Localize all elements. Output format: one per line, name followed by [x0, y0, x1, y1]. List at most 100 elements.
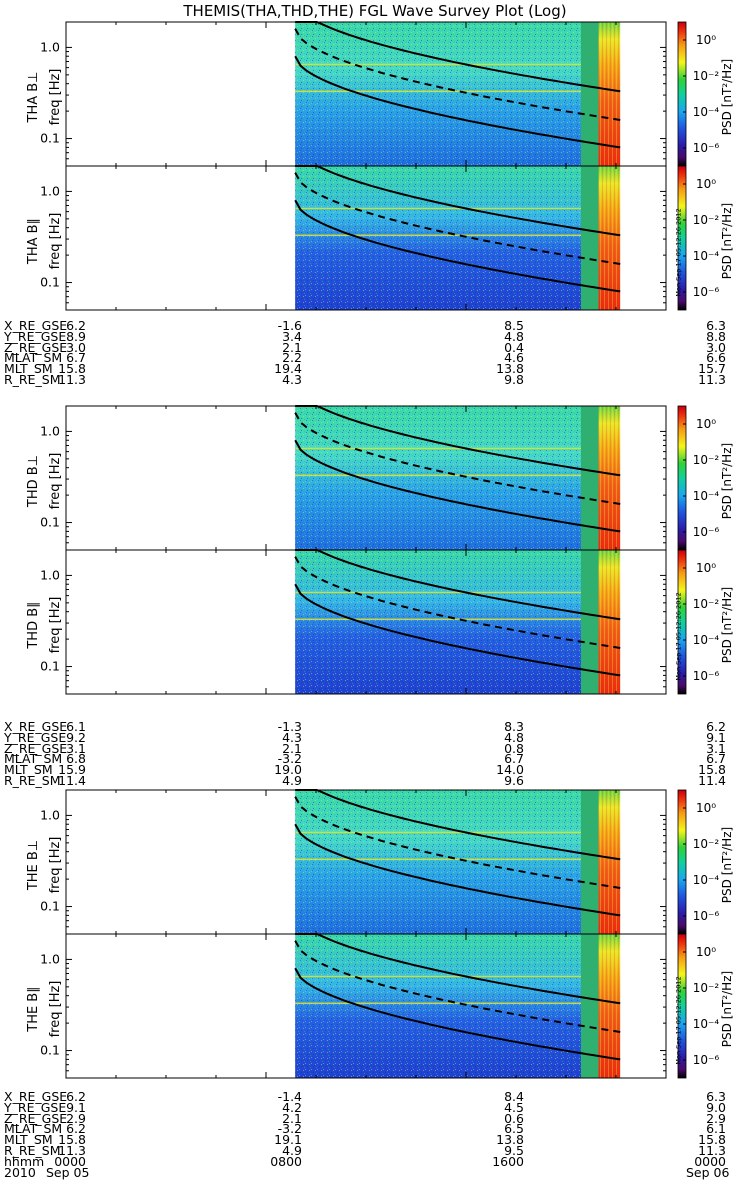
ephemeris-value: 11.3 — [58, 371, 86, 387]
ephemeris-name: R_RE_SM — [4, 1142, 61, 1158]
colorbar-tick-label: 10⁻⁶ — [693, 909, 720, 923]
ephemeris-name: MLAT_SM — [4, 1121, 63, 1137]
colorbar-label: PSD [nT²/Hz] — [720, 202, 734, 280]
ephemeris-value: 8.8 — [706, 328, 726, 344]
ephemeris-row: MLT_SM 15.9 19.0 14.0 15.8 — [0, 762, 750, 778]
ephemeris-value: 6.5 — [504, 1121, 524, 1137]
ephemeris-value: 11.3 — [698, 1142, 726, 1158]
ephemeris-value: 8.5 — [504, 318, 524, 333]
ephemeris-row: Z_RE_GSE 3.0 2.1 0.4 3.0 — [0, 339, 750, 355]
ephemeris-value: 3.4 — [282, 328, 302, 344]
panel-label: THD B⊥ — [26, 454, 41, 508]
y-tick-label: 1.0 — [40, 423, 60, 438]
ephemeris-name: X_RE_GSE — [4, 318, 68, 333]
panel-ylabel: freq [Hz] — [48, 980, 63, 1038]
gyrofrequency-curve — [294, 583, 621, 677]
gyrofrequency-curve — [294, 439, 621, 533]
ephemeris-value: 6.3 — [706, 318, 726, 333]
ephemeris-table: X_RE_GSE 6.2 -1.4 8.4 6.3 Y_RE_GSE 9.1 4.2 4.5 9… — [0, 1089, 750, 1180]
date-end-label: Sep 06 — [686, 1164, 730, 1180]
y-tick-label: 0.1 — [40, 275, 60, 290]
colorbar-tick-label: 10⁰ — [696, 417, 716, 431]
ephemeris-value: 2.9 — [706, 1110, 726, 1126]
ephemeris-value: 19.1 — [274, 1132, 302, 1148]
ephemeris-row: X_RE_GSE 6.2 -1.6 8.5 6.3 — [0, 318, 750, 333]
ephemeris-value: 6.7 — [504, 751, 524, 767]
ephemeris-value: 4.9 — [282, 1142, 302, 1158]
colorbar-tick-label: 10⁰ — [696, 945, 716, 959]
panel-label: THD B∥ — [26, 601, 41, 649]
ephemeris-name: MLT_SM — [4, 762, 53, 778]
ephemeris-value: 11.3 — [698, 371, 726, 387]
time-tick-label: 0800 — [270, 1153, 302, 1169]
ephemeris-value: 4.6 — [504, 350, 524, 366]
ephemeris-value: 9.1 — [706, 729, 726, 745]
psd-transition — [581, 934, 599, 1078]
colorbar-tick-label: 10⁻⁴ — [693, 489, 720, 503]
colorbar — [677, 165, 687, 311]
ephemeris-value: 3.0 — [66, 339, 86, 355]
ephemeris-value: 9.2 — [66, 729, 86, 745]
colorbar — [677, 405, 687, 551]
ephemeris-value: 6.2 — [66, 1089, 86, 1104]
y-tick-label: 1.0 — [40, 183, 60, 198]
ephemeris-row: MLAT_SM 6.2 -3.2 6.5 6.1 — [0, 1121, 750, 1137]
y-tick-label: 0.1 — [40, 131, 60, 146]
ephemeris-value: 13.8 — [496, 361, 524, 377]
ephemeris-value: 2.1 — [282, 740, 302, 756]
plot-timestamp: Mon Sep 17 05:12:26 2012 — [674, 976, 683, 1065]
colorbar-tick-label: 10⁻⁶ — [693, 1053, 720, 1067]
plot-timestamp: Mon Sep 17 05:12:26 2012 — [674, 208, 683, 297]
ephemeris-name: Y_RE_GSE — [4, 729, 67, 745]
ephemeris-value: 4.3 — [282, 729, 302, 745]
ephemeris-value: 6.2 — [66, 318, 86, 333]
ephemeris-row: MLT_SM 15.8 19.1 13.8 15.8 — [0, 1132, 750, 1148]
ephemeris-value: 6.8 — [66, 751, 86, 767]
spectrogram-panel: 0.1 1.0 10⁰ 10⁻² 10⁻⁴ 10⁻⁶ — [40, 21, 720, 167]
ephemeris-value: 0.4 — [504, 339, 524, 355]
psd-noise — [295, 22, 581, 166]
ephemeris-value: 15.8 — [698, 1132, 726, 1148]
gyrofrequency-curve — [294, 55, 621, 149]
psd-noise — [295, 550, 581, 694]
psd-noise — [295, 166, 581, 310]
ephemeris-value: 9.0 — [706, 1099, 726, 1115]
colorbar-tick-label: 10⁻⁴ — [693, 249, 720, 263]
colorbar — [677, 549, 687, 695]
ephemeris-value: 4.8 — [504, 729, 524, 745]
psd-transition — [581, 790, 599, 934]
ephemeris-value: 9.5 — [504, 1142, 524, 1158]
ephemeris-value: 13.8 — [496, 1132, 524, 1148]
ephemeris-value: 15.8 — [698, 762, 726, 778]
gyrofrequency-curve — [295, 789, 621, 861]
ephemeris-value: 0.6 — [504, 1110, 524, 1126]
ephemeris-value: 3.1 — [66, 740, 86, 756]
ephemeris-value: 19.4 — [274, 361, 302, 377]
psd-transition — [581, 550, 599, 694]
psd-striations — [598, 406, 621, 550]
gyrofrequency-curve — [294, 172, 621, 265]
ephemeris-table: X_RE_GSE 6.2 -1.6 8.5 6.3 Y_RE_GSE 8.9 3.4 4.8 8… — [0, 318, 750, 387]
gyrofrequency-curve — [294, 940, 621, 1033]
psd-transition — [581, 22, 599, 166]
ephemeris-row: Y_RE_GSE 9.1 4.2 4.5 9.0 — [0, 1099, 750, 1115]
ephemeris-name: Z_RE_GSE — [4, 339, 68, 355]
ephemeris-value: 6.3 — [706, 1089, 726, 1104]
plot-timestamp: Mon Sep 17 05:12:26 2012 — [674, 592, 683, 681]
gyrofrequency-curve — [295, 21, 621, 93]
y-tick-label: 1.0 — [40, 807, 60, 822]
ephemeris-name: Y_RE_GSE — [4, 1099, 67, 1115]
colorbar-tick-label: 10⁻⁴ — [693, 633, 720, 647]
colorbar-tick-label: 10⁰ — [696, 801, 716, 815]
ephemeris-value: 4.8 — [504, 328, 524, 344]
psd-striations — [598, 166, 621, 310]
ephemeris-value: -1.3 — [277, 719, 302, 734]
colorbar-label: PSD [nT²/Hz] — [720, 586, 734, 664]
colorbar-label: PSD [nT²/Hz] — [720, 970, 734, 1048]
panel-ylabel: freq [Hz] — [48, 452, 63, 510]
ephemeris-value: -1.4 — [277, 1089, 302, 1104]
ephemeris-row: Z_RE_GSE 2.9 2.1 0.6 2.9 — [0, 1110, 750, 1126]
colorbar-tick-label: 10⁻⁶ — [693, 141, 720, 155]
gyrofrequency-curve — [294, 556, 621, 649]
